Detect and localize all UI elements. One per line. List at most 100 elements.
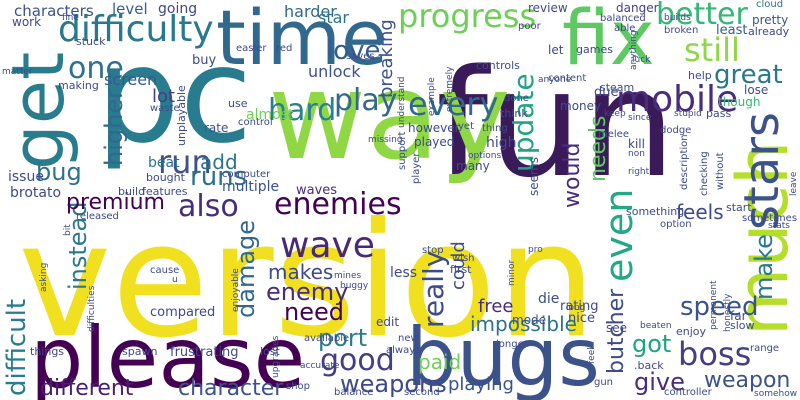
word-harder: harder [284,2,337,21]
word-see: see [606,321,628,335]
word-non: non [628,149,645,159]
word-difficulty: difficulty [58,9,214,50]
word-second: second [404,387,440,398]
word-spawn: spawn [122,345,158,358]
word-available: available [304,333,350,344]
word-high: high [486,135,517,151]
word-speed: speed [680,292,759,322]
word-controller: controller [664,387,712,398]
word-cause: cause [150,265,180,276]
word-premium: premium [66,190,165,215]
word-options: options [468,151,502,161]
word-matter: matter [2,67,33,77]
word-balanced: balanced [600,13,646,24]
word-stats: stats [768,221,790,231]
word-playing: playing [448,374,514,395]
word-give: give [634,368,685,396]
word-progress: progress [398,0,537,35]
word-missing: missing [368,135,403,145]
word-cloud: cloud [756,0,784,10]
word-red: red [276,43,293,54]
word-extremely: extremely [445,66,455,112]
word-done: done [504,93,529,104]
word-saves: saves [346,51,375,62]
word-characters: characters [14,2,94,20]
word-played: played [414,135,455,149]
word-buggy: buggy [340,281,369,291]
word-way: way [268,48,511,187]
word-features: features [142,185,188,198]
word-better: better [656,0,748,32]
word-checking: checking [699,151,710,196]
word-minor: minor [507,259,517,286]
word-version: version [18,189,597,373]
word-time: time [216,0,388,82]
word-description: description [679,134,690,190]
word-gun: gun [594,377,614,388]
word-run: run [158,143,212,181]
word-difficult: difficult [2,298,32,396]
word-review: review [528,1,568,15]
word-different: different [40,376,134,400]
word-impossible: impossible [470,312,577,336]
word-breaking: breaking [376,19,397,98]
word-released: released [76,211,119,222]
word-mode: mode [512,313,547,327]
word-good: good [320,343,395,378]
word-character: character [178,376,284,400]
word-compared: compared [150,305,216,320]
word-thing: thing [482,123,508,134]
word-able: able [614,23,636,34]
word-things: things [30,345,65,358]
word-due: due [594,85,619,100]
word-port: port [318,324,368,352]
word-start: start [726,201,752,214]
word-every: every [408,85,499,123]
word-need: need [284,298,344,326]
word-permanent: permanent [709,280,719,330]
word-player: player [411,152,422,184]
word-free: free [478,296,514,317]
word-beat: beat [148,155,180,171]
word-lot: lot [152,86,176,107]
word-add: add [200,150,238,174]
word-example: example [427,77,437,116]
word-however: however [408,121,460,135]
word-higher: higher [100,89,128,166]
word-enjoy: enjoy [676,325,707,338]
word-lost: lost [260,345,280,358]
word-builds: builds [664,13,691,23]
word-love: love [326,36,381,66]
word-far: far [730,309,747,323]
word-star: star [318,8,349,27]
word-mobile: mobile [616,79,739,120]
word-weapon: weapon [704,368,791,393]
word-bug: bug [36,158,82,186]
word-computer: computer [222,169,271,180]
word-bought: bought [146,171,185,184]
word-steam: steam [600,81,635,94]
word-first: first [450,263,472,276]
word-easier: easier [236,43,267,54]
word-stupid: stupid [674,109,702,119]
word-help: help [688,69,712,82]
word-really: really [417,250,450,328]
word-brotato: brotato [10,185,62,201]
word-range: range [750,343,780,354]
word-also: also [178,189,239,224]
word-money: money [560,99,602,113]
word-build: build [118,185,146,198]
word-great: great [714,60,783,90]
word-luck: luck [632,55,651,65]
word-wave: wave [280,225,375,266]
word-keep: keep [604,109,626,119]
word-sometimes: sometimes [742,213,798,224]
word-let: let [548,43,564,57]
word-enemy: enemy [266,278,349,306]
word-die: die [538,291,560,307]
word-rating: rating [560,299,599,314]
word-broken: broken [664,25,699,36]
word-fun: fun [436,38,676,210]
word-balance: balance [334,387,374,398]
